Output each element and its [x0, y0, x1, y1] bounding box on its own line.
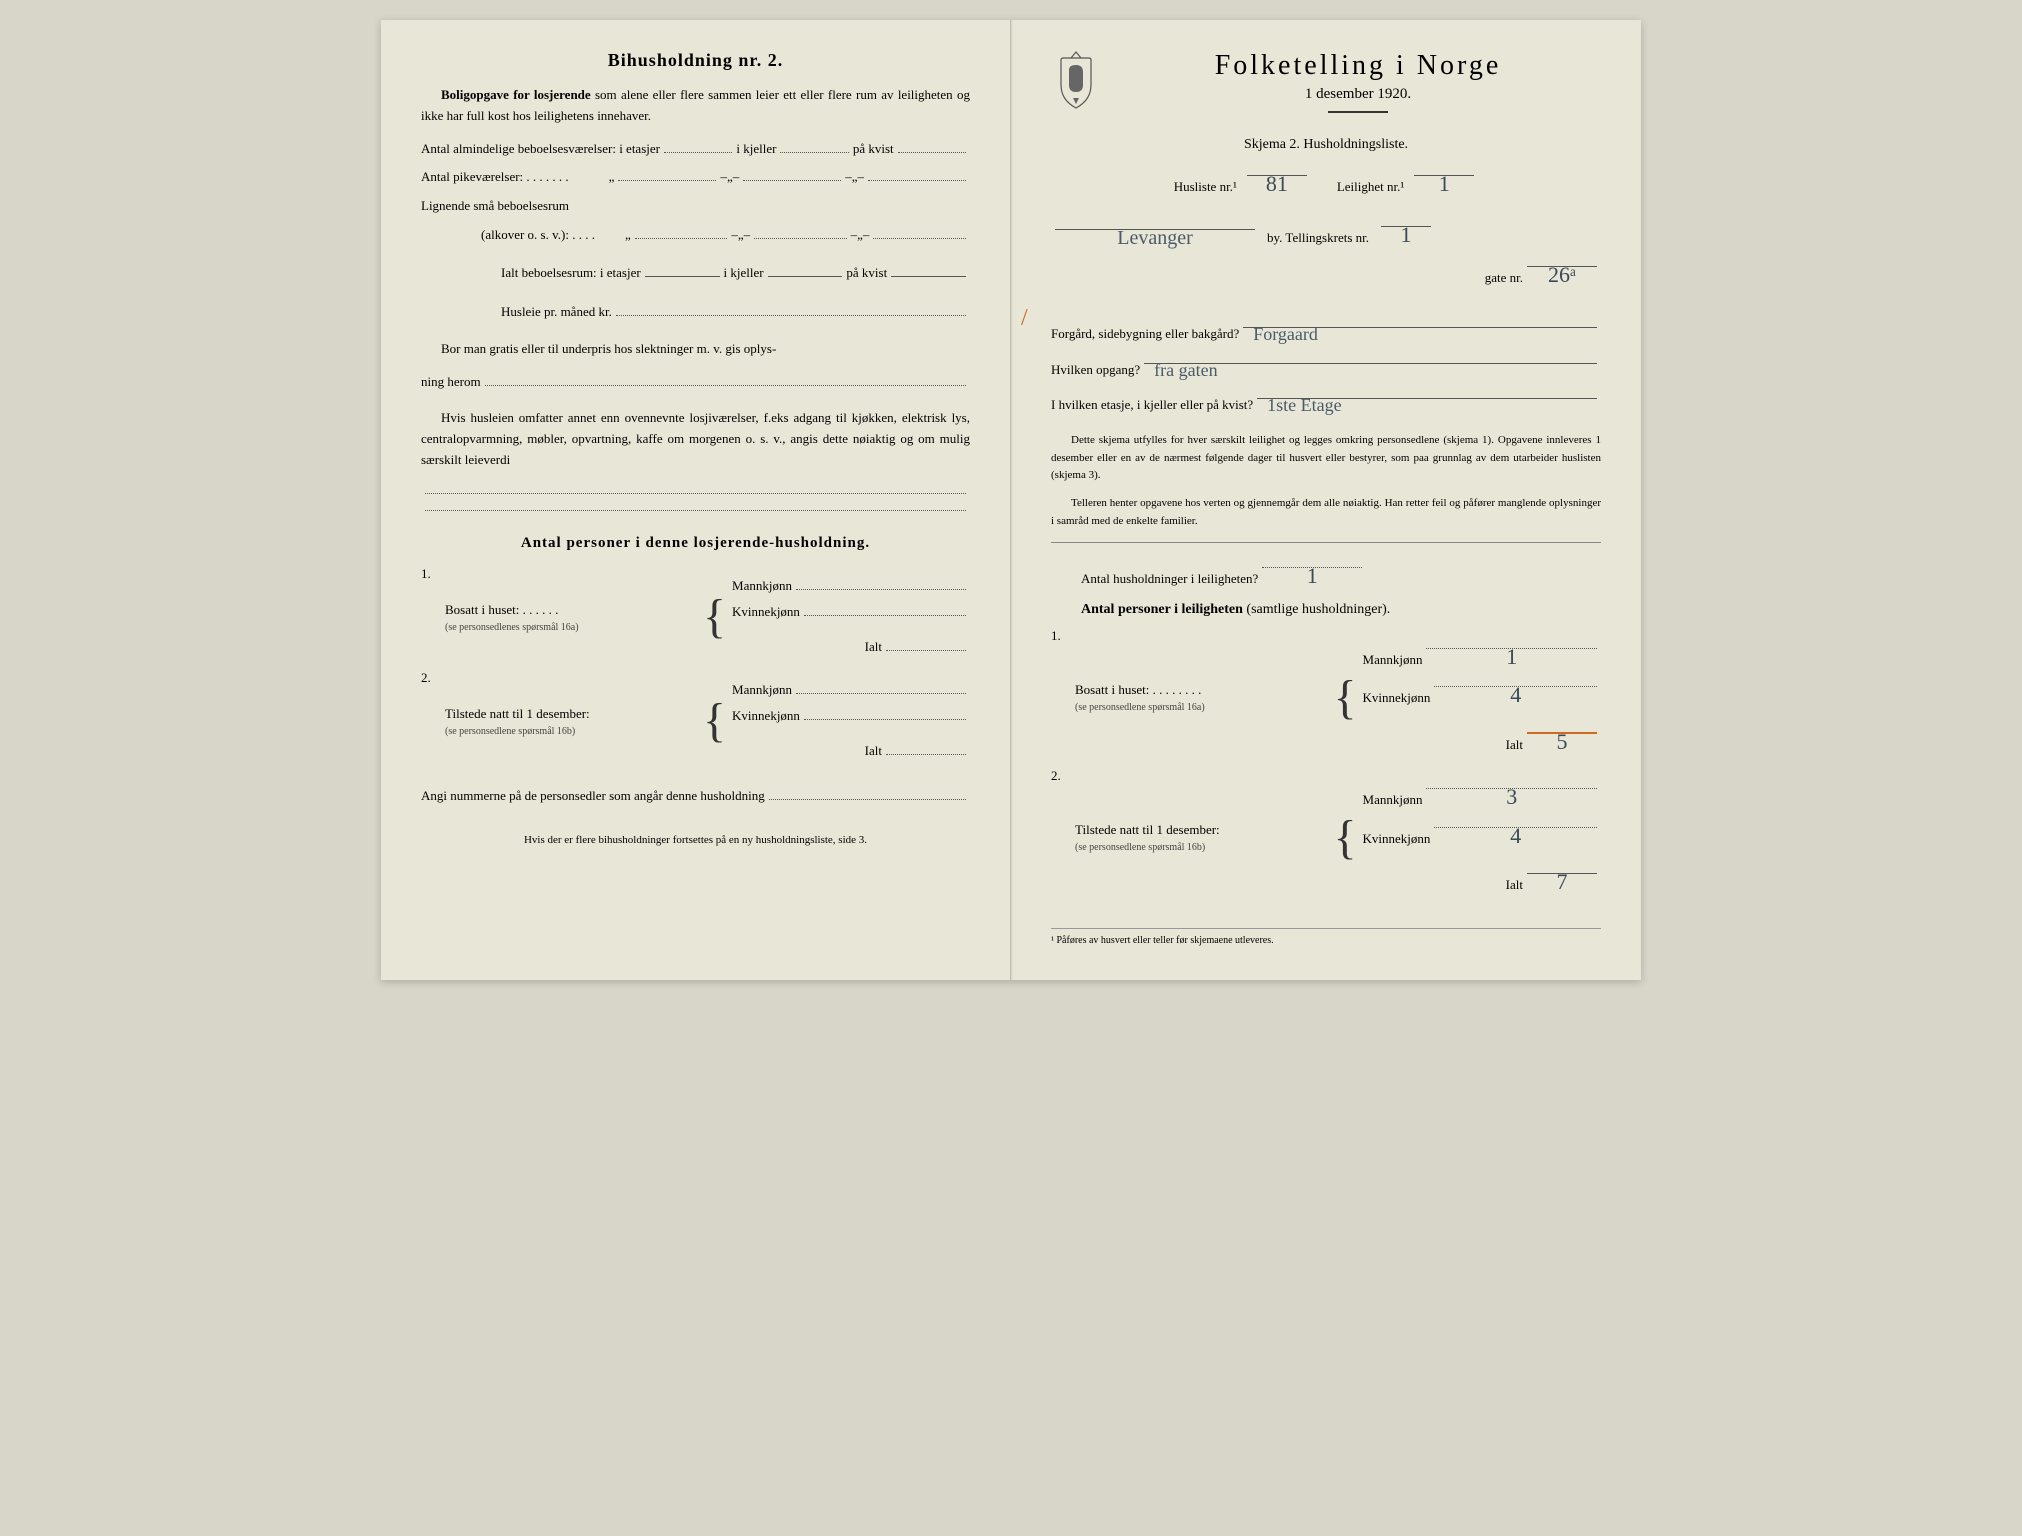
gratis-line: ning herom	[421, 370, 970, 395]
row-vaerelser: Antal almindelige beboelsesværelser: i e…	[421, 137, 970, 162]
left-q2: 2. Tilstede natt til 1 desember: (se per…	[421, 670, 970, 774]
left-title: Bihusholdning nr. 2.	[421, 50, 970, 71]
document-spread: Bihusholdning nr. 2. Boligopgave for los…	[381, 20, 1641, 980]
row-lignende-a: Lignende små beboelsesrum	[421, 194, 970, 219]
instr2: Telleren henter opgavene hos verten og g…	[1051, 495, 1601, 530]
left-page: Bihusholdning nr. 2. Boligopgave for los…	[381, 20, 1011, 980]
left-q1: 1. Bosatt i huset: . . . . . . (se perso…	[421, 566, 970, 670]
forgard-row: Forgård, sidebygning eller bakgård? Forg…	[1051, 315, 1601, 347]
antal-title: Antal personer i denne losjerende-hushol…	[421, 535, 970, 552]
right-q1: 1. Bosatt i huset: . . . . . . . . (se p…	[1051, 628, 1601, 768]
footnote: ¹ Påføres av husvert eller teller før sk…	[1051, 928, 1601, 946]
husliste-row: Husliste nr.¹ 81 Leilighet nr.¹ 1	[1051, 163, 1601, 200]
row-pike: Antal pikeværelser: . . . . . . . „ –„– …	[421, 165, 970, 190]
antal-hush-row: Antal husholdninger i leiligheten? 1	[1081, 555, 1601, 592]
hvis-para: Hvis husleien omfatter annet enn ovennev…	[421, 408, 970, 470]
opgang-row: Hvilken opgang? fra gaten	[1051, 351, 1601, 383]
gate-row: gate nr. 26ᵃ	[1051, 254, 1601, 291]
main-title: Folketelling i Norge	[1115, 50, 1601, 82]
coat-of-arms-icon	[1051, 50, 1101, 110]
flere-note: Hvis der er flere bihusholdninger fortse…	[421, 832, 970, 850]
right-q2: 2. Tilstede natt til 1 desember: (se per…	[1051, 768, 1601, 908]
row-lignende-b: (alkover o. s. v.): . . . . „ –„– –„–	[421, 223, 970, 248]
row-husleie: Husleie pr. måned kr.	[501, 300, 970, 325]
skjema-label: Skjema 2. Husholdningsliste.	[1051, 137, 1601, 153]
by-row: Levanger by. Tellingskrets nr. 1	[1051, 214, 1601, 251]
instr1: Dette skjema utfylles for hver særskilt …	[1051, 432, 1601, 485]
antal-pers-title: Antal personer i leiligheten (samtlige h…	[1081, 602, 1601, 618]
main-date: 1 desember 1920.	[1115, 86, 1601, 103]
gratis-para: Bor man gratis eller til underpris hos s…	[421, 339, 970, 360]
intro-para: Boligopgave for losjerende som alene ell…	[421, 85, 970, 127]
orange-mark-icon: /	[1021, 305, 1028, 332]
right-page: Folketelling i Norge 1 desember 1920. Sk…	[1011, 20, 1641, 980]
etasje-row: I hvilken etasje, i kjeller eller på kvi…	[1051, 386, 1601, 418]
row-ialt: Ialt beboelsesrum: i etasjer i kjeller p…	[501, 261, 970, 286]
angi-row: Angi nummerne på de personsedler som ang…	[421, 784, 970, 809]
